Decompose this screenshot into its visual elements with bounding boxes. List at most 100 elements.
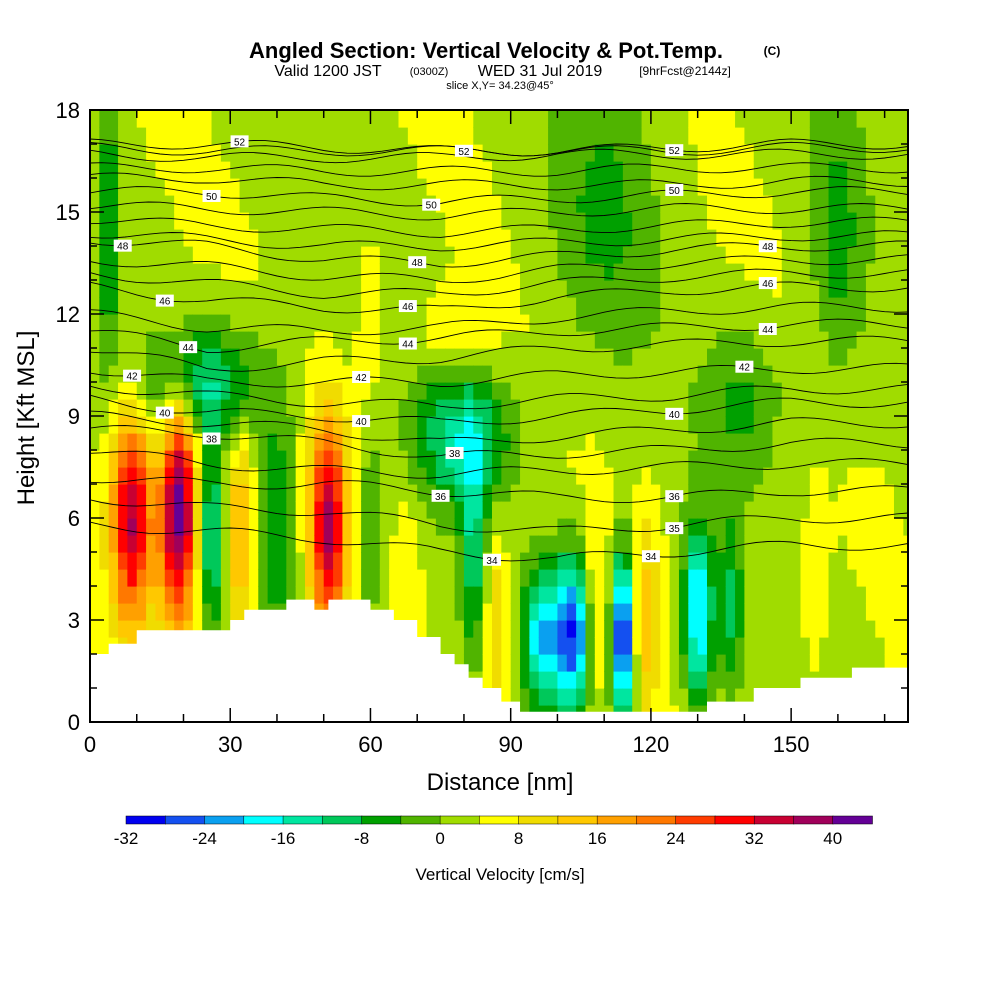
velocity-cell [276,246,287,264]
velocity-cell [576,688,587,706]
velocity-cell [417,178,428,196]
velocity-cell [108,314,119,332]
velocity-cell [379,110,390,128]
velocity-cell [576,552,587,570]
velocity-cell [837,144,848,162]
velocity-cell [239,297,250,315]
velocity-cell [426,229,437,247]
subtitle-date: WED 31 Jul 2019 [478,63,603,80]
velocity-cell [389,586,400,604]
velocity-cell [828,569,839,587]
velocity-cell [174,433,185,451]
velocity-cell [192,569,203,587]
velocity-cell [146,399,157,417]
velocity-cell [230,348,241,366]
velocity-cell [389,195,400,213]
velocity-cell [828,603,839,621]
velocity-cell [660,399,671,417]
velocity-cell [781,467,792,485]
velocity-cell [604,467,615,485]
velocity-cell [501,569,512,587]
velocity-cell [155,382,166,400]
velocity-cell [501,501,512,519]
velocity-cell [529,484,540,502]
velocity-cell [127,195,138,213]
velocity-cell [192,161,203,179]
velocity-cell [893,365,904,383]
velocity-cell [585,212,596,230]
velocity-cell [735,450,745,468]
velocity-cell [585,263,596,281]
velocity-cell [697,212,708,230]
velocity-cell [669,552,680,570]
velocity-cell [604,654,615,672]
velocity-cell [305,586,315,604]
velocity-cell [707,212,717,230]
velocity-cell [239,433,250,451]
velocity-cell [641,161,652,179]
velocity-cell [463,331,474,349]
velocity-cell [127,382,138,400]
velocity-cell [211,144,222,162]
velocity-cell [884,365,895,383]
velocity-cell [118,603,128,621]
colorbar-swatch [596,815,638,825]
velocity-cell [669,450,680,468]
velocity-cell [772,654,783,672]
velocity-cell [155,178,166,196]
velocity-cell [482,518,493,536]
velocity-cell [220,348,231,366]
velocity-cell [557,229,568,247]
velocity-cell [426,348,437,366]
velocity-cell [753,178,764,196]
velocity-cell [417,552,428,570]
velocity-cell [491,501,502,519]
velocity-cell [454,280,465,298]
velocity-cell [837,365,848,383]
velocity-cell [370,246,381,264]
velocity-cell [174,297,185,315]
velocity-cell [510,178,521,196]
velocity-cell [557,348,568,366]
velocity-cell [258,110,269,128]
velocity-cell [884,501,895,519]
velocity-cell [688,535,699,553]
velocity-cell [903,127,909,145]
velocity-cell [678,654,689,672]
velocity-cell [445,365,456,383]
velocity-cell [155,348,166,366]
velocity-cell [791,178,802,196]
velocity-cell [295,467,306,485]
velocity-cell [174,518,185,536]
velocity-cell [660,569,671,587]
velocity-cell [641,433,652,451]
theta-contour-line [89,216,909,238]
velocity-cell [258,433,269,451]
velocity-cell [772,280,783,298]
velocity-cell [650,127,661,145]
velocity-cell [529,654,540,672]
velocity-cell [622,484,633,502]
velocity-cell [744,603,755,621]
velocity-cell [463,450,474,468]
velocity-cell [735,518,745,536]
velocity-cell [622,586,633,604]
velocity-cell [435,552,446,570]
velocity-cell [258,501,269,519]
velocity-cell [604,144,615,162]
velocity-cell [211,365,222,383]
velocity-cell [576,263,587,281]
velocity-cell [407,450,418,468]
velocity-cell [155,246,166,264]
velocity-cell [230,246,241,264]
velocity-cell [230,501,241,519]
velocity-cell [127,569,138,587]
velocity-cell [146,603,157,621]
velocity-cell [585,331,596,349]
velocity-cell [548,263,559,281]
velocity-cell [127,280,138,298]
velocity-cell [286,280,297,298]
velocity-cell [557,161,568,179]
velocity-cell [183,297,194,315]
velocity-cell [753,263,764,281]
